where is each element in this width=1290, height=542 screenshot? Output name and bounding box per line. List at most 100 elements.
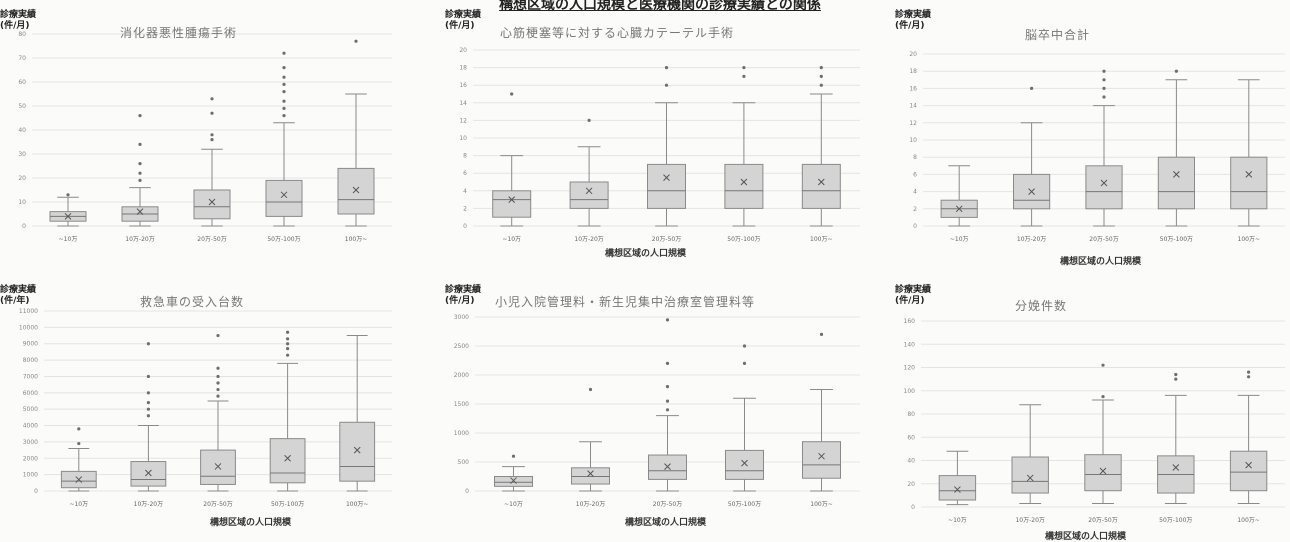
y-tick-label: 16 [459, 82, 467, 89]
y-tick-label: 0 [34, 488, 38, 495]
outlier-point [146, 414, 150, 418]
mean-marker [587, 470, 594, 477]
chart-title: 小児入院管理料・新生児集中治療室管理料等 [495, 295, 756, 309]
mean-marker [280, 191, 288, 199]
y-tick-label: 16 [909, 85, 917, 92]
outlier-point [216, 394, 220, 398]
outlier-point [1174, 372, 1178, 377]
outlier-point [1102, 69, 1106, 73]
y-axis-label: 診療実績 (件/年) [0, 285, 36, 307]
x-tick-label: 10万-20万 [1015, 517, 1044, 524]
outlier-point [138, 171, 142, 175]
y-tick-label: 60 [18, 79, 26, 86]
outlier-point [1102, 78, 1106, 82]
outlier-point [286, 330, 290, 334]
y-tick-label: 1000 [454, 430, 469, 437]
outlier-point [282, 99, 286, 103]
y-tick-label: 20 [907, 481, 915, 488]
y-tick-label: 6 [913, 171, 917, 178]
outlier-point [146, 401, 150, 405]
box [802, 441, 841, 479]
x-tick-label: 50万-100万 [271, 501, 304, 508]
outlier-point [282, 106, 286, 110]
outlier-point [1101, 363, 1105, 367]
x-axis-label: 構想区域の人口規模 [605, 249, 687, 259]
outlier-point [282, 51, 286, 55]
mean-marker [1028, 188, 1035, 195]
y-tick-label: 40 [907, 458, 915, 465]
mean-marker [214, 463, 222, 470]
box [569, 181, 609, 209]
outlier-point [146, 342, 150, 346]
chart-panel: 0 500 1000 1500 2000 2500 3000 ~10万 10万-20万 20万-5… [445, 285, 865, 538]
outlier-point [138, 114, 142, 118]
y-tick-label: 12 [459, 117, 467, 124]
x-tick-label: 100万~ [346, 501, 368, 508]
outlier-point [1174, 69, 1178, 73]
outlier-point [665, 408, 670, 412]
outlier-point [1030, 86, 1034, 90]
mean-marker [740, 178, 748, 186]
y-tick-label: 20 [459, 47, 467, 54]
x-axis-label: 構想区域の人口規模 [625, 518, 707, 528]
y-tick-label: 0 [22, 223, 26, 230]
outlier-point [665, 361, 670, 365]
mean-marker [664, 463, 671, 470]
y-tick-label: 2000 [454, 372, 469, 379]
box [1157, 156, 1195, 210]
box [1229, 450, 1268, 492]
y-axis-label-line: (件/月) [895, 21, 925, 31]
y-tick-label: 2 [913, 206, 917, 213]
outlier-point [146, 391, 150, 395]
mean-marker [1099, 467, 1107, 475]
y-tick-label: 1000 [23, 472, 38, 479]
outlier-point [511, 454, 516, 458]
y-tick-label: 30 [18, 151, 26, 158]
y-tick-label: 14 [909, 103, 917, 110]
y-axis-label-line: 診療実績 [895, 285, 932, 295]
chart-plot: 0 2 4 6 8 10 12 14 16 18 20 ~10万 10万-20万 20万-50万 50万-1… [459, 47, 860, 243]
outlier-point [138, 142, 142, 146]
y-tick-label: 0 [465, 488, 469, 495]
outlier-point [282, 82, 286, 86]
outlier-point [742, 361, 747, 365]
y-tick-label: 11000 [19, 308, 38, 315]
chart-plot: 0 1000 2000 3000 4000 5000 6000 7000 8000 9000 100… [19, 308, 392, 508]
x-tick-label: ~10万 [504, 501, 523, 508]
y-axis-label-line: 診療実績 [895, 10, 932, 20]
outlier-point [665, 318, 670, 322]
y-tick-label: 20 [909, 51, 917, 58]
outlier-point [819, 66, 823, 70]
mean-marker [64, 213, 72, 220]
box [337, 167, 375, 215]
box [130, 461, 167, 487]
x-tick-label: 10万-20万 [1017, 236, 1046, 243]
x-tick-label: 20万-50万 [1088, 517, 1117, 524]
mean-marker [817, 178, 825, 186]
y-tick-label: 9000 [23, 341, 38, 348]
y-tick-label: 10 [459, 135, 467, 142]
y-tick-label: 8 [463, 153, 467, 160]
y-tick-label: 12 [909, 120, 917, 127]
y-tick-label: 2500 [454, 343, 469, 350]
x-axis-label: 構想区域の人口規模 [1045, 532, 1127, 542]
y-tick-label: 70 [18, 55, 26, 62]
mean-marker [136, 208, 144, 215]
chart-title: 分娩件数 [1015, 299, 1068, 313]
y-tick-label: 500 [458, 459, 470, 466]
x-tick-label: ~10万 [502, 236, 521, 243]
outlier-point [742, 66, 746, 70]
chart-plot: 0 10 20 30 40 50 60 70 80 ~10万 10万-20万 20万-50万 50万-1… [18, 31, 392, 243]
y-tick-label: 1500 [454, 401, 469, 408]
box [1084, 454, 1122, 492]
y-axis-label-line: (件/月) [445, 21, 475, 31]
outlier-point [742, 344, 747, 348]
outlier-point [216, 333, 220, 338]
box [1230, 156, 1268, 210]
y-tick-label: 18 [459, 65, 467, 72]
x-tick-label: 20万-50万 [1089, 236, 1118, 243]
outlier-point [216, 387, 220, 392]
mean-marker [585, 187, 593, 195]
x-tick-label: 10万-20万 [576, 501, 605, 508]
chart-plot: 0 20 40 60 80 100 120 140 160 ~10万 10万-20万 20万-50万 5… [904, 318, 1285, 524]
